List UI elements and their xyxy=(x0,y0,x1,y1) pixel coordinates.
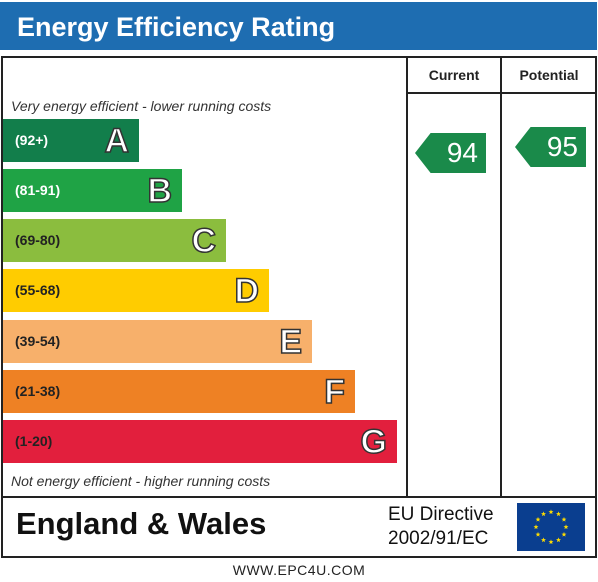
band-letter-label: E xyxy=(279,322,303,362)
band-a: (92+) A xyxy=(3,119,139,162)
current-rating-arrow: 94 xyxy=(415,133,486,173)
band-letter-label: A xyxy=(104,121,130,161)
column-divider-potential xyxy=(500,56,502,498)
band-f: (21-38) F xyxy=(3,370,355,413)
band-letter-label: B xyxy=(147,171,173,211)
potential-rating-value: 95 xyxy=(546,131,578,162)
potential-rating-arrow: 95 xyxy=(515,127,586,167)
bottom-note: Not energy efficient - higher running co… xyxy=(11,473,271,489)
current-rating-value: 94 xyxy=(446,137,478,168)
band-g: (1-20) G xyxy=(3,420,397,463)
eu-star xyxy=(548,509,554,515)
eu-star xyxy=(561,531,567,537)
band-range-label: (81-91) xyxy=(15,182,61,198)
band-e: (39-54) E xyxy=(3,320,312,363)
title-bar: Energy Efficiency Rating xyxy=(0,2,597,50)
eu-star xyxy=(556,511,561,517)
eu-star xyxy=(548,539,554,545)
band-d: (55-68) D xyxy=(3,269,269,312)
column-divider-current xyxy=(406,56,408,498)
directive-line-1: EU Directive xyxy=(388,504,494,525)
column-header-current: Current xyxy=(428,67,480,83)
band-b: (81-91) B xyxy=(3,169,182,212)
band-range-label: (92+) xyxy=(15,132,49,148)
band-range-label: (39-54) xyxy=(15,333,61,349)
footer-country: England & Wales xyxy=(16,506,267,541)
eu-star xyxy=(535,531,541,537)
band-letter-label: F xyxy=(323,372,345,412)
eu-star xyxy=(561,516,567,522)
footer-divider xyxy=(1,496,597,498)
eu-star xyxy=(535,516,541,522)
chart-title: Energy Efficiency Rating xyxy=(17,12,336,42)
eu-star xyxy=(533,524,539,530)
eu-star xyxy=(541,537,546,543)
band-range-label: (69-80) xyxy=(15,232,61,248)
band-letter-label: G xyxy=(360,422,388,462)
band-range-label: (21-38) xyxy=(15,383,61,399)
band-letter-label: D xyxy=(234,271,260,311)
band-range-label: (1-20) xyxy=(15,433,53,449)
header-divider xyxy=(407,92,597,94)
eu-stars xyxy=(533,509,569,545)
band-letter-label: C xyxy=(191,221,217,261)
eu-star xyxy=(541,511,546,517)
band-range-label: (55-68) xyxy=(15,282,61,298)
top-note: Very energy efficient - lower running co… xyxy=(11,98,272,114)
rating-frame xyxy=(1,56,597,558)
eu-flag-icon xyxy=(517,503,585,551)
eu-star xyxy=(556,537,561,543)
eu-star xyxy=(563,524,569,530)
website-url: WWW.EPC4U.COM xyxy=(232,562,366,578)
column-header-potential: Potential xyxy=(519,67,579,83)
directive-line-2: 2002/91/EC xyxy=(388,528,489,549)
band-c: (69-80) C xyxy=(3,219,226,262)
footer-directive: EU Directive 2002/91/EC xyxy=(388,503,494,551)
